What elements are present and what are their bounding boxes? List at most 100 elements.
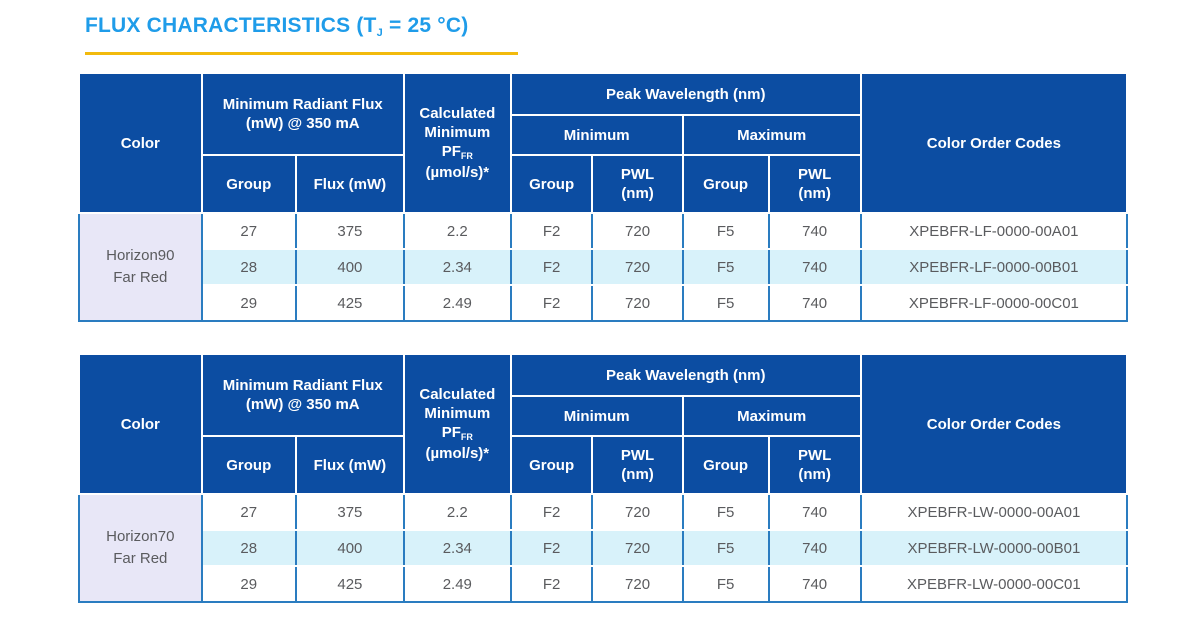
cell-flux-mw: 400 bbox=[294, 529, 405, 567]
header-flux-group: Group bbox=[200, 435, 297, 495]
cell-max-pwl: 740 bbox=[767, 212, 862, 250]
cell-max-group: F5 bbox=[681, 565, 770, 603]
cell-max-pwl: 740 bbox=[767, 565, 862, 603]
table-2-header: Color Minimum Radiant Flux (mW) @ 350 mA… bbox=[78, 353, 1129, 495]
table-row: 28 400 2.34 F2 720 F5 740 XPEBFR-LF-0000… bbox=[79, 248, 1129, 286]
header-color-order-codes: Color Order Codes bbox=[859, 72, 1129, 214]
cell-min-pwl: 720 bbox=[591, 284, 684, 322]
calc-min-pf: PF bbox=[441, 424, 461, 441]
cell-pf: 2.49 bbox=[402, 565, 512, 603]
header-max-group: Group bbox=[681, 435, 770, 495]
header-pwl-maximum: Maximum bbox=[681, 114, 862, 156]
cell-pf: 2.2 bbox=[402, 212, 512, 250]
calc-min-pf-line: PFFR bbox=[411, 142, 504, 163]
color-name-cell: Horizon90 Far Red bbox=[78, 212, 203, 322]
cell-max-group: F5 bbox=[681, 529, 770, 567]
cell-min-group: F2 bbox=[509, 529, 594, 567]
pwl-line2: (nm) bbox=[621, 185, 654, 202]
calc-min-unit: (µmol/s)* bbox=[425, 445, 490, 462]
pwl-line2: (nm) bbox=[798, 185, 831, 202]
page: FLUX CHARACTERISTICS (TJ = 25 °C) Color … bbox=[78, 12, 1187, 603]
page-title-suffix: = 25 °C) bbox=[382, 14, 469, 37]
calc-min-unit: (µmol/s)* bbox=[425, 164, 490, 181]
color-name-line2: Far Red bbox=[113, 269, 168, 286]
color-name-line1: Horizon70 bbox=[106, 528, 175, 545]
pwl-line1: PWL bbox=[620, 447, 655, 464]
calc-min-pf-sub: FR bbox=[460, 151, 473, 161]
cell-flux-mw: 425 bbox=[294, 284, 405, 322]
header-max-pwl: PWL (nm) bbox=[767, 154, 862, 214]
calc-min-line2: Minimum bbox=[424, 405, 491, 422]
cell-min-pwl: 720 bbox=[591, 529, 684, 567]
pwl-line1: PWL bbox=[620, 166, 655, 183]
cell-max-group: F5 bbox=[681, 248, 770, 286]
cell-min-group: F2 bbox=[509, 248, 594, 286]
table-row: 29 425 2.49 F2 720 F5 740 XPEBFR-LF-0000… bbox=[79, 284, 1129, 322]
cell-group: 27 bbox=[200, 212, 297, 250]
header-calculated-min-pf: Calculated Minimum PFFR (µmol/s)* bbox=[402, 353, 512, 495]
cell-max-pwl: 740 bbox=[767, 529, 862, 567]
header-max-group: Group bbox=[681, 154, 770, 214]
cell-group: 27 bbox=[200, 493, 297, 531]
header-pwl-maximum: Maximum bbox=[681, 395, 862, 437]
flux-table-horizon70: Color Minimum Radiant Flux (mW) @ 350 mA… bbox=[78, 353, 1129, 603]
cell-min-group: F2 bbox=[509, 565, 594, 603]
cell-order-code: XPEBFR-LW-0000-00A01 bbox=[859, 493, 1129, 531]
header-min-pwl: PWL (nm) bbox=[591, 154, 684, 214]
header-color: Color bbox=[78, 72, 203, 214]
color-name-line2: Far Red bbox=[113, 550, 168, 567]
cell-max-group: F5 bbox=[681, 212, 770, 250]
header-pwl-minimum: Minimum bbox=[509, 114, 684, 156]
calc-min-line2: Minimum bbox=[424, 124, 491, 141]
header-min-radiant-flux: Minimum Radiant Flux (mW) @ 350 mA bbox=[200, 72, 405, 156]
header-peak-wavelength: Peak Wavelength (nm) bbox=[509, 353, 862, 397]
cell-order-code: XPEBFR-LF-0000-00B01 bbox=[859, 248, 1129, 286]
cell-order-code: XPEBFR-LF-0000-00A01 bbox=[859, 212, 1129, 250]
cell-max-pwl: 740 bbox=[767, 248, 862, 286]
cell-max-group: F5 bbox=[681, 284, 770, 322]
header-min-group: Group bbox=[509, 435, 594, 495]
cell-min-pwl: 720 bbox=[591, 212, 684, 250]
calc-min-line1: Calculated bbox=[419, 105, 496, 122]
header-flux-mw: Flux (mW) bbox=[294, 154, 405, 214]
cell-flux-mw: 375 bbox=[294, 493, 405, 531]
table-row: Horizon90 Far Red 27 375 2.2 F2 720 F5 7… bbox=[78, 212, 1129, 322]
cell-flux-mw: 375 bbox=[294, 212, 405, 250]
pwl-line1: PWL bbox=[797, 166, 832, 183]
cell-pf: 2.49 bbox=[402, 284, 512, 322]
cell-max-pwl: 740 bbox=[767, 284, 862, 322]
header-calculated-min-pf: Calculated Minimum PFFR (µmol/s)* bbox=[402, 72, 512, 214]
cell-pf: 2.34 bbox=[402, 248, 512, 286]
page-title-subscript: J bbox=[376, 27, 383, 39]
color-name-line1: Horizon90 bbox=[106, 247, 175, 264]
header-flux-mw: Flux (mW) bbox=[294, 435, 405, 495]
page-title-prefix: FLUX CHARACTERISTICS (T bbox=[85, 14, 377, 37]
cell-group: 28 bbox=[200, 529, 297, 567]
cell-flux-mw: 425 bbox=[294, 565, 405, 603]
header-min-group: Group bbox=[509, 154, 594, 214]
calc-min-pf: PF bbox=[441, 143, 461, 160]
calc-min-pf-line: PFFR bbox=[411, 423, 504, 444]
cell-group: 29 bbox=[200, 565, 297, 603]
pwl-line2: (nm) bbox=[798, 466, 831, 483]
pwl-line1: PWL bbox=[797, 447, 832, 464]
page-title: FLUX CHARACTERISTICS (TJ = 25 °C) bbox=[85, 12, 1187, 43]
header-max-pwl: PWL (nm) bbox=[767, 435, 862, 495]
flux-table-horizon90: Color Minimum Radiant Flux (mW) @ 350 mA… bbox=[78, 72, 1129, 322]
calc-min-line1: Calculated bbox=[419, 386, 496, 403]
cell-pf: 2.2 bbox=[402, 493, 512, 531]
header-min-radiant-flux: Minimum Radiant Flux (mW) @ 350 mA bbox=[200, 353, 405, 437]
cell-flux-mw: 400 bbox=[294, 248, 405, 286]
header-flux-group: Group bbox=[200, 154, 297, 214]
calc-min-pf-sub: FR bbox=[460, 432, 473, 442]
cell-min-pwl: 720 bbox=[591, 565, 684, 603]
table-row: 28 400 2.34 F2 720 F5 740 XPEBFR-LW-0000… bbox=[79, 529, 1129, 567]
cell-max-pwl: 740 bbox=[767, 493, 862, 531]
header-pwl-minimum: Minimum bbox=[509, 395, 684, 437]
cell-min-pwl: 720 bbox=[591, 248, 684, 286]
cell-group: 29 bbox=[200, 284, 297, 322]
cell-order-code: XPEBFR-LF-0000-00C01 bbox=[859, 284, 1129, 322]
table-1-header: Color Minimum Radiant Flux (mW) @ 350 mA… bbox=[78, 72, 1129, 214]
header-color-order-codes: Color Order Codes bbox=[859, 353, 1129, 495]
pwl-line2: (nm) bbox=[621, 466, 654, 483]
